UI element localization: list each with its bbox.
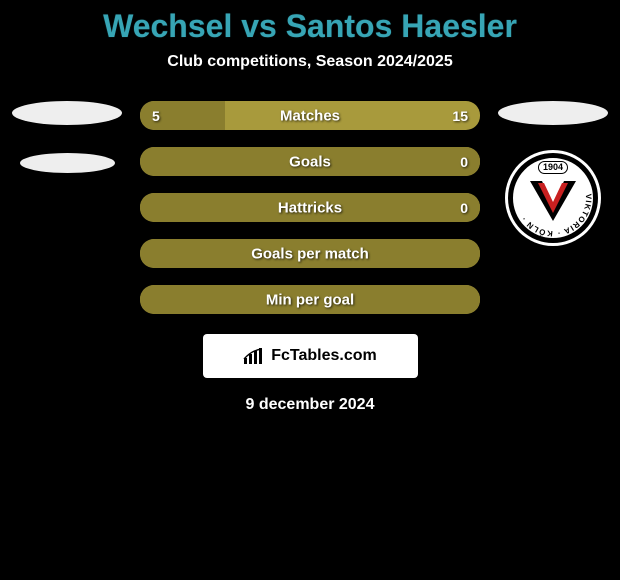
stat-bar-min-per-goal: Min per goal bbox=[140, 285, 480, 314]
stat-bar-goals: Goals 0 bbox=[140, 147, 480, 176]
stat-label: Matches bbox=[280, 107, 340, 124]
subtitle: Club competitions, Season 2024/2025 bbox=[0, 53, 620, 71]
logo-text-ring-icon: VIKTORIA · KÖLN · bbox=[513, 158, 593, 238]
source-text: FcTables.com bbox=[271, 347, 377, 365]
stat-bar-hattricks: Hattricks 0 bbox=[140, 193, 480, 222]
right-team-logo: 1904 VIKTORIA · KÖLN · bbox=[508, 153, 598, 243]
page-title: Wechsel vs Santos Haesler bbox=[0, 8, 620, 45]
stat-bars: 5 Matches 15 Goals 0 Hattricks 0 bbox=[140, 101, 480, 314]
stat-label: Min per goal bbox=[266, 291, 354, 308]
svg-text:VIKTORIA · KÖLN ·: VIKTORIA · KÖLN · bbox=[519, 194, 593, 238]
stat-value-right: 0 bbox=[460, 154, 468, 170]
stat-label: Hattricks bbox=[278, 199, 342, 216]
left-team-logo-placeholder bbox=[12, 101, 122, 125]
stat-value-right: 0 bbox=[460, 200, 468, 216]
comparison-infographic: Wechsel vs Santos Haesler Club competiti… bbox=[0, 0, 620, 414]
left-team-column bbox=[12, 101, 122, 173]
stat-label: Goals per match bbox=[251, 245, 369, 262]
date: 9 december 2024 bbox=[0, 396, 620, 414]
stat-label: Goals bbox=[289, 153, 331, 170]
stat-bar-matches: 5 Matches 15 bbox=[140, 101, 480, 130]
right-team-column: 1904 VIKTORIA · KÖLN · bbox=[498, 101, 608, 243]
stat-value-left: 5 bbox=[152, 108, 160, 124]
bar-chart-icon bbox=[243, 347, 265, 365]
right-team-logo-placeholder bbox=[498, 101, 608, 125]
stat-bar-goals-per-match: Goals per match bbox=[140, 239, 480, 268]
stat-value-right: 15 bbox=[452, 108, 468, 124]
left-team-logo-placeholder-2 bbox=[20, 153, 115, 173]
source-badge: FcTables.com bbox=[203, 334, 418, 378]
main-row: 5 Matches 15 Goals 0 Hattricks 0 bbox=[0, 101, 620, 314]
